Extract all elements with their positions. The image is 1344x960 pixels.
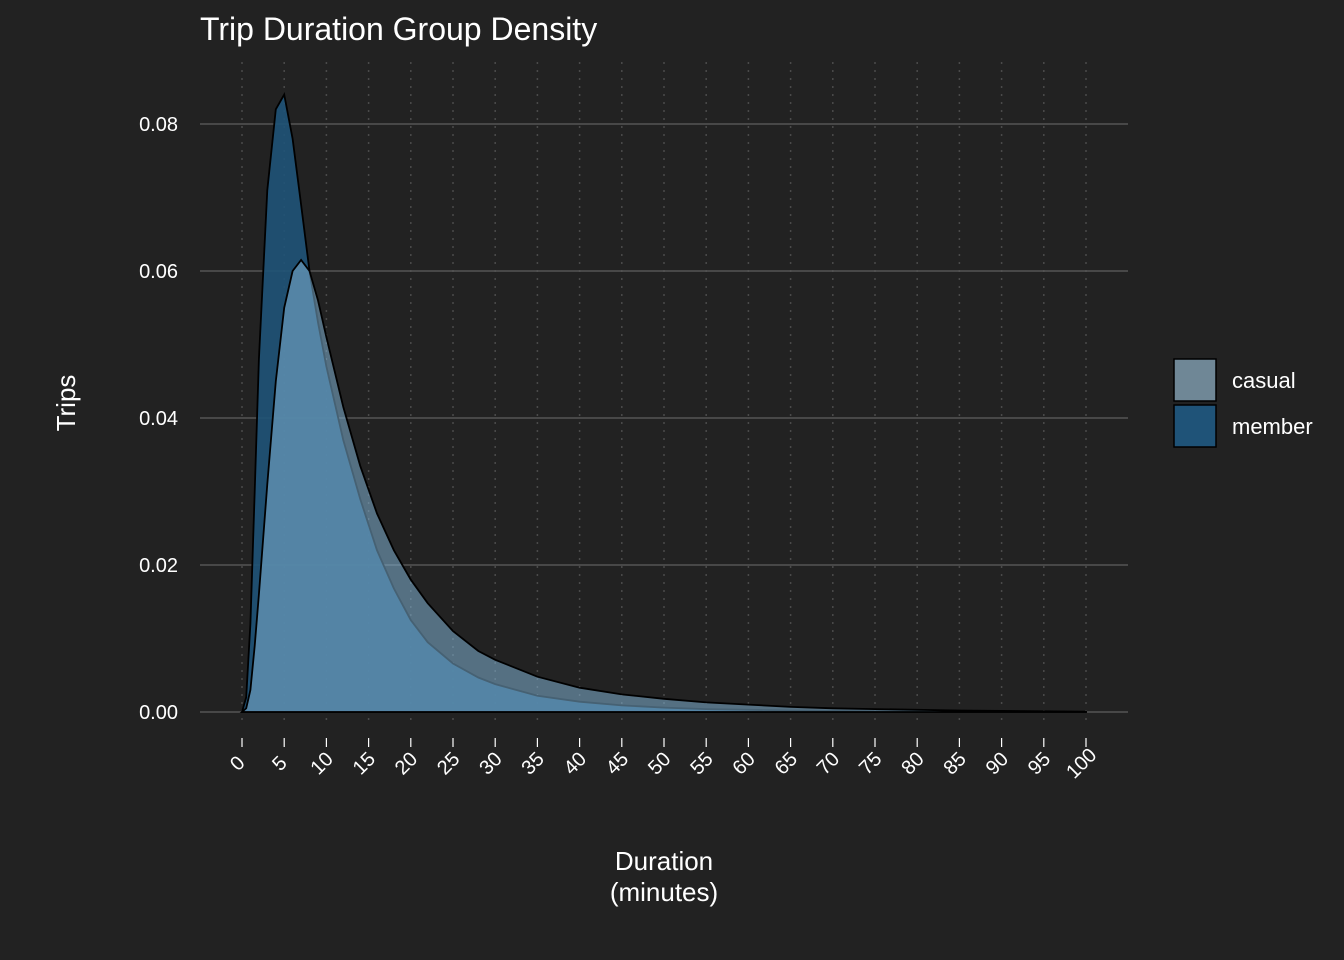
y-axis-ticks: 0.00 0.02 0.04 0.06 0.08 [139, 114, 178, 724]
x-tick-label: 100 [1062, 744, 1101, 783]
y-axis-label: Trips [51, 375, 81, 432]
x-tick-label: 75 [855, 748, 886, 779]
x-tick-label: 85 [940, 748, 971, 779]
x-tick-label: 65 [771, 748, 802, 779]
x-tick-label: 50 [644, 748, 675, 779]
x-tick-label: 5 [268, 752, 291, 775]
series-area-casual [239, 258, 1087, 713]
x-tick-label: 20 [391, 748, 422, 779]
x-tick-label: 70 [813, 748, 844, 779]
y-tick-label: 0.00 [139, 702, 178, 724]
x-tick-label: 55 [686, 748, 717, 779]
x-tick-label: 25 [433, 748, 464, 779]
legend-label-member: member [1232, 414, 1313, 439]
x-tick-label: 60 [729, 748, 760, 779]
x-tick-label: 10 [307, 748, 338, 779]
x-tick-label: 40 [560, 748, 591, 779]
x-tick-label: 30 [475, 748, 506, 779]
y-tick-label: 0.06 [139, 261, 178, 283]
x-axis-ticks: 0 5 10 15 20 25 30 35 40 45 50 55 60 65 70 75 80 85 90 95 10… [226, 738, 1101, 783]
x-tick-label: 45 [602, 748, 633, 779]
legend: casual member [1173, 358, 1313, 448]
x-tick-label: 0 [226, 752, 249, 775]
x-tick-label: 15 [349, 748, 380, 779]
x-tick-label: 80 [897, 748, 928, 779]
legend-swatch-casual [1173, 358, 1217, 402]
density-areas [239, 92, 1087, 713]
x-tick-label: 35 [518, 748, 549, 779]
legend-swatch-member [1173, 404, 1217, 448]
x-axis-label-line2: (minutes) [610, 877, 718, 907]
x-axis-label-line1: Duration [615, 846, 713, 876]
x-tick-label: 90 [982, 748, 1013, 779]
y-tick-label: 0.08 [139, 114, 178, 136]
legend-label-casual: casual [1232, 368, 1296, 393]
y-tick-label: 0.02 [139, 555, 178, 577]
y-tick-label: 0.04 [139, 408, 178, 430]
chart-title: Trip Duration Group Density [200, 11, 597, 47]
x-tick-label: 95 [1024, 748, 1055, 779]
